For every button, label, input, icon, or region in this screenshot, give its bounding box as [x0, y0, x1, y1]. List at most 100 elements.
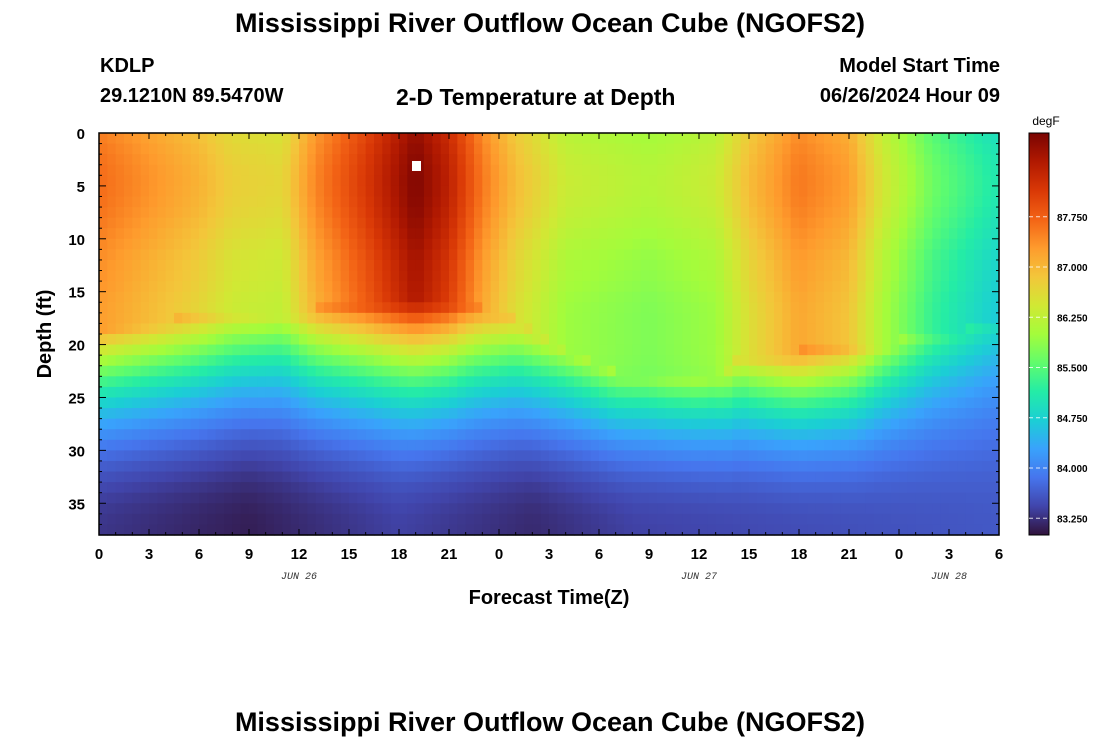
heatmap-cell	[482, 302, 492, 314]
heatmap-cell	[815, 228, 825, 240]
heatmap-cell	[182, 133, 192, 145]
station-coordinates: 29.1210N 89.5470W	[100, 85, 284, 107]
heatmap-cell	[224, 217, 233, 229]
heatmap-cell	[540, 196, 550, 208]
heatmap-cell	[824, 249, 833, 261]
heatmap-cell	[265, 513, 275, 526]
heatmap-cell	[407, 217, 417, 229]
heatmap-cell	[249, 143, 258, 155]
heatmap-cell	[674, 312, 683, 325]
heatmap-cell	[915, 471, 925, 483]
heatmap-cell	[649, 418, 658, 430]
heatmap-cell	[824, 228, 833, 240]
heatmap-cell	[874, 217, 883, 229]
heatmap-cell	[440, 408, 450, 420]
heatmap-cell	[132, 450, 142, 462]
heatmap-cell	[432, 355, 442, 367]
heatmap-cell	[765, 503, 775, 515]
heatmap-cell	[965, 302, 975, 314]
heatmap-cell	[690, 397, 700, 409]
heatmap-cell	[840, 270, 850, 282]
heatmap-cell	[524, 312, 533, 325]
heatmap-cell	[240, 175, 250, 187]
heatmap-cell	[99, 133, 108, 145]
heatmap-cell	[724, 355, 733, 367]
heatmap-cell	[307, 164, 317, 176]
heatmap-cell	[290, 175, 300, 187]
heatmap-cell	[299, 376, 308, 388]
heatmap-cell	[840, 355, 850, 367]
heatmap-cell	[457, 143, 467, 155]
heatmap-cell	[540, 355, 550, 367]
heatmap-cell	[549, 482, 558, 494]
heatmap-cell	[174, 503, 183, 515]
heatmap-cell	[732, 228, 742, 240]
heatmap-cell	[982, 196, 992, 208]
heatmap-cell	[649, 439, 658, 451]
heatmap-cell	[649, 503, 658, 515]
heatmap-cell	[865, 185, 875, 198]
heatmap-cell	[340, 439, 350, 451]
heatmap-cell	[699, 164, 708, 176]
heatmap-cell	[215, 143, 225, 155]
heatmap-cell	[549, 154, 558, 166]
heatmap-cell	[207, 450, 217, 462]
heatmap-cell	[915, 312, 925, 325]
heatmap-cell	[457, 228, 467, 240]
heatmap-cell	[124, 439, 133, 451]
heatmap-cell	[690, 323, 700, 335]
heatmap-cell	[207, 217, 217, 229]
heatmap-cell	[274, 492, 283, 504]
heatmap-cell	[924, 196, 933, 208]
heatmap-cell	[774, 344, 783, 356]
heatmap-cell	[565, 259, 575, 272]
heatmap-cell	[657, 217, 667, 229]
heatmap-cell	[640, 207, 650, 219]
heatmap-cell	[240, 217, 250, 229]
heatmap-cell	[549, 450, 558, 462]
heatmap-cell	[140, 418, 150, 430]
heatmap-cell	[99, 386, 108, 399]
heatmap-cell	[232, 429, 242, 441]
heatmap-cell	[915, 365, 925, 377]
heatmap-cell	[207, 175, 217, 187]
heatmap-cell	[482, 439, 492, 451]
heatmap-cell	[765, 344, 775, 356]
heatmap-cell	[290, 259, 300, 272]
heatmap-cell	[807, 133, 817, 145]
heatmap-cell	[432, 439, 442, 451]
heatmap-cell	[365, 513, 375, 526]
heatmap-cell	[315, 133, 325, 145]
heatmap-cell	[890, 259, 900, 272]
heatmap-cell	[340, 185, 350, 198]
heatmap-cell	[732, 376, 742, 388]
heatmap-cell	[724, 513, 733, 526]
heatmap-cell	[549, 503, 558, 515]
heatmap-cell	[874, 270, 883, 282]
heatmap-cell	[565, 450, 575, 462]
heatmap-cell	[565, 143, 575, 155]
heatmap-cell	[432, 471, 442, 483]
heatmap-cell	[732, 344, 742, 356]
heatmap-cell	[465, 143, 475, 155]
heatmap-cell	[765, 323, 775, 335]
heatmap-cell	[490, 281, 500, 293]
heatmap-cell	[682, 355, 692, 367]
heatmap-cell	[140, 439, 150, 451]
heatmap-cell	[140, 492, 150, 504]
heatmap-cell	[640, 408, 650, 420]
heatmap-cell	[924, 302, 933, 314]
heatmap-cell	[399, 175, 408, 187]
heatmap-cell	[949, 133, 958, 145]
chart-title: Mississippi River Outflow Ocean Cube (NG…	[234, 8, 866, 38]
heatmap-cell	[699, 482, 708, 494]
heatmap-cell	[924, 376, 933, 388]
heatmap-cell	[807, 143, 817, 155]
heatmap-cell	[557, 259, 567, 272]
heatmap-cell	[374, 460, 383, 473]
heatmap-cell	[990, 154, 1000, 166]
heatmap-cell	[215, 302, 225, 314]
heatmap-cell	[757, 386, 767, 399]
heatmap-cell	[724, 408, 733, 420]
heatmap-cell	[982, 344, 992, 356]
